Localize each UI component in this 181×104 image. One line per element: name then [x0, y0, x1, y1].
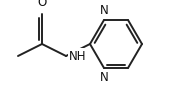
Text: O: O [37, 0, 47, 9]
Text: N: N [100, 71, 108, 84]
Text: N: N [100, 4, 108, 17]
Text: NH: NH [69, 50, 87, 63]
